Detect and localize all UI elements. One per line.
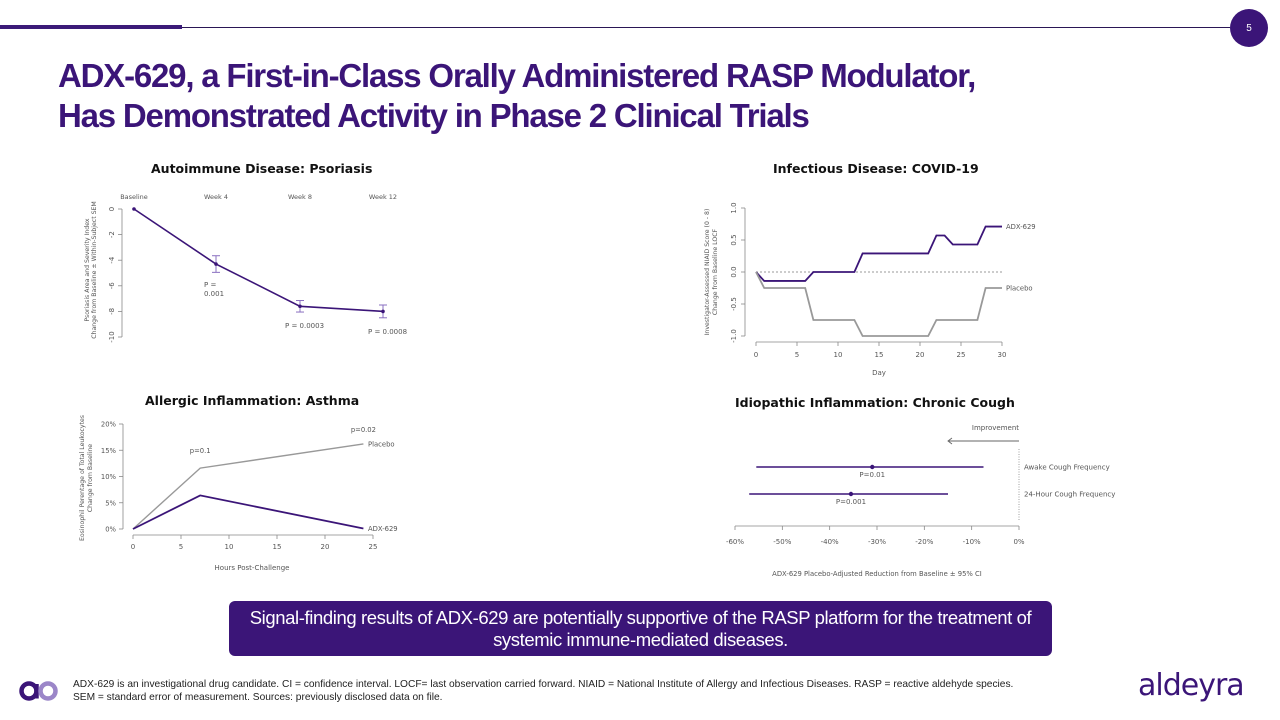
covid-title: Infectious Disease: COVID-19: [773, 161, 979, 176]
asthma-x-label: Hours Post-Challenge: [215, 564, 290, 572]
asthma-y-label: Eosinophil Perentage of Total Leukocytes: [79, 415, 86, 541]
psoriasis-y-tick-label: -6: [108, 282, 116, 290]
psoriasis-y-label: Change from Baseline ± Within-Subject SE…: [91, 201, 98, 339]
psoriasis-chart: 0 -2 -4 -6 -8 -10 Psoriasis Area and Severity …: [84, 193, 407, 343]
cough-direction-arrowhead-icon: [947, 437, 953, 445]
psoriasis-x-category-label: Week 12: [369, 193, 397, 201]
asthma-legend-placebo: Placebo: [368, 440, 395, 448]
aldeyra-logo-mark-icon: [19, 681, 58, 701]
covid-series-placebo: [755, 271, 1002, 337]
cough-x-tick-label: -40%: [821, 538, 839, 546]
footnote: ADX-629 is an investigational drug candi…: [73, 678, 1083, 704]
psoriasis-y-tick-label: -8: [108, 308, 116, 315]
covid-x-tick-label: 15: [875, 351, 884, 359]
psoriasis-x-category-label: Week 8: [288, 193, 312, 201]
covid-legend-placebo: Placebo: [1006, 285, 1033, 293]
cough-p-value: P=0.01: [859, 471, 885, 479]
psoriasis-data-point: [132, 207, 136, 211]
psoriasis-data-point: [381, 309, 385, 314]
summary-callout-text: Signal-finding results of ADX-629 are po…: [249, 607, 1032, 650]
covid-chart: -1.0 -0.5 0.0 0.5 1.0 0 5 10 15 20 25 30 Day Investig…: [704, 202, 1036, 377]
asthma-chart: 0% 5% 10% 15% 20% 0 5 10 15 20 25 Hours Post-Challe…: [79, 415, 398, 572]
footnote-line-1: ADX-629 is an investigational drug candi…: [73, 679, 1014, 690]
covid-x-label: Day: [872, 369, 886, 377]
header-rule: [182, 27, 1230, 28]
covid-y-tick-label: 0.0: [730, 266, 738, 277]
asthma-title: Allergic Inflammation: Asthma: [145, 393, 360, 408]
page-number-badge: 5: [1230, 9, 1268, 47]
cough-point-estimate: [870, 464, 875, 470]
asthma-x-tick-label: 15: [273, 543, 282, 551]
slide-title-line-1: ADX-629, a First-in-Class Orally Adminis…: [58, 57, 976, 94]
asthma-legend-adx-629: ADX-629: [368, 525, 398, 533]
cough-x-tick-label: -20%: [915, 538, 933, 546]
psoriasis-x-category-label: Week 4: [204, 193, 228, 201]
covid-y-tick-label: 1.0: [730, 202, 738, 213]
covid-y-tick-label: 0.5: [730, 234, 738, 245]
cough-point-estimate: [848, 491, 854, 497]
asthma-series-placebo: [132, 443, 364, 530]
cough-x-label: ADX-629 Placebo-Adjusted Reduction from …: [772, 570, 982, 578]
covid-x-tick-label: 25: [957, 351, 966, 359]
asthma-y-tick-label: 5%: [105, 499, 116, 507]
cough-x-tick-label: -60%: [726, 538, 744, 546]
covid-x-tick-label: 5: [795, 351, 799, 359]
summary-callout: Signal-finding results of ADX-629 are po…: [229, 601, 1052, 656]
asthma-p-value: p=0.02: [351, 426, 376, 434]
covid-y-tick-label: -1.0: [730, 329, 738, 343]
asthma-y-tick-label: 15%: [101, 447, 117, 455]
asthma-y-tick-label: 10%: [101, 473, 117, 481]
cough-x-tick-label: -30%: [868, 538, 886, 546]
cough-direction-label: Improvement: [972, 424, 1019, 432]
psoriasis-p-value: P =: [204, 281, 216, 289]
psoriasis-y-tick-label: -10: [108, 331, 116, 342]
footnote-line-2: SEM = standard error of measurement. Sou…: [73, 692, 443, 703]
psoriasis-series-line: [133, 208, 384, 313]
cough-x-tick-label: -10%: [963, 538, 981, 546]
asthma-y-tick-label: 0%: [105, 526, 116, 534]
cough-chart: Improvement P=0.01 Awake Cough Frequency P=…: [726, 424, 1115, 578]
asthma-x-tick-label: 20: [321, 543, 330, 551]
cough-p-value: P=0.001: [836, 498, 866, 506]
covid-legend-adx-629: ADX-629: [1006, 223, 1036, 231]
covid-x-tick-label: 10: [834, 351, 843, 359]
covid-x-tick-label: 20: [916, 351, 925, 359]
asthma-x-tick-label: 25: [369, 543, 378, 551]
asthma-x-tick-label: 5: [179, 543, 183, 551]
asthma-y-tick-label: 20%: [101, 421, 117, 429]
psoriasis-y-tick-label: -2: [108, 231, 116, 238]
psoriasis-data-point: [298, 304, 302, 309]
psoriasis-p-value: P = 0.0003: [285, 322, 324, 330]
covid-y-label: Change from Baseline LOCF: [712, 228, 719, 315]
psoriasis-p-value: 0.001: [204, 290, 224, 298]
cough-row-label: Awake Cough Frequency: [1024, 464, 1110, 472]
psoriasis-y-tick-label: 0: [108, 207, 116, 211]
psoriasis-y-tick-label: -4: [108, 256, 116, 264]
psoriasis-title: Autoimmune Disease: Psoriasis: [151, 161, 373, 176]
cough-title: Idiopathic Inflammation: Chronic Cough: [735, 395, 1015, 410]
psoriasis-y-label: Psoriasis Area and Severity Index: [84, 218, 91, 322]
covid-y-tick-label: -0.5: [730, 297, 738, 311]
aldeyra-wordmark: aldeyra: [1138, 668, 1245, 703]
covid-y-label: Investigator-Assessed NIAID Score (0 - 8…: [704, 209, 711, 336]
asthma-y-label: Change from Baseline: [87, 444, 94, 512]
asthma-p-value: p=0.1: [190, 447, 211, 455]
covid-series-adx-629: [755, 225, 1002, 282]
asthma-x-tick-label: 0: [131, 543, 135, 551]
cough-row-label: 24-Hour Cough Frequency: [1024, 491, 1115, 499]
covid-x-tick-label: 0: [754, 351, 758, 359]
header-accent-bar: [0, 25, 182, 29]
slide-title-line-2: Has Demonstrated Activity in Phase 2 Cli…: [58, 97, 810, 134]
slide-title: ADX-629, a First-in-Class Orally Adminis…: [58, 56, 1208, 136]
covid-x-tick-label: 30: [998, 351, 1007, 359]
psoriasis-data-point: [214, 262, 218, 266]
psoriasis-x-category-label: Baseline: [120, 193, 148, 201]
page-number: 5: [1246, 22, 1252, 34]
asthma-series-adx-629: [132, 494, 364, 530]
cough-x-tick-label: -50%: [773, 538, 791, 546]
asthma-x-tick-label: 10: [225, 543, 234, 551]
cough-x-tick-label: 0%: [1013, 538, 1024, 546]
psoriasis-p-value: P = 0.0008: [368, 328, 407, 336]
